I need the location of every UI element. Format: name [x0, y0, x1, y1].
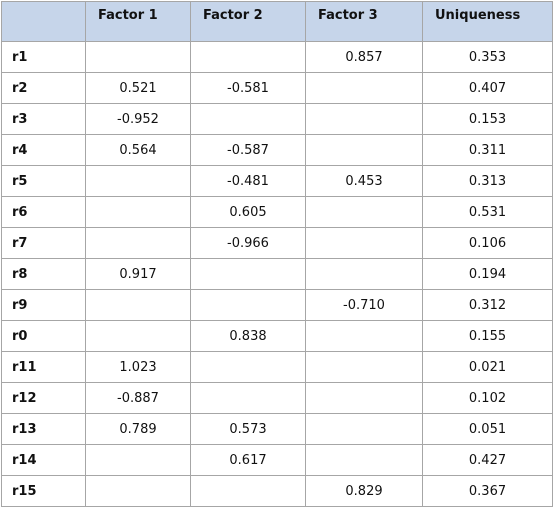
cell — [305, 413, 423, 445]
table-row: r4 0.564 -0.587 0.311 — [1, 134, 553, 166]
cell — [305, 72, 423, 104]
cell — [190, 103, 306, 135]
row-label: r15 — [1, 475, 86, 507]
cell: 0.106 — [422, 227, 553, 259]
cell — [190, 258, 306, 290]
row-label: r3 — [1, 103, 86, 135]
table-row: r14 0.617 0.427 — [1, 444, 553, 476]
cell: -0.587 — [190, 134, 306, 166]
cell: 0.531 — [422, 196, 553, 228]
table-row: r7 -0.966 0.106 — [1, 227, 553, 259]
cell: 0.367 — [422, 475, 553, 507]
cell: 1.023 — [85, 351, 191, 383]
cell: 0.453 — [305, 165, 423, 197]
cell: 0.155 — [422, 320, 553, 352]
column-header: Uniqueness — [422, 1, 553, 42]
cell — [305, 103, 423, 135]
cell — [305, 227, 423, 259]
cell: 0.564 — [85, 134, 191, 166]
cell — [305, 320, 423, 352]
cell — [85, 444, 191, 476]
cell: -0.966 — [190, 227, 306, 259]
cell: 0.194 — [422, 258, 553, 290]
table-row: r6 0.605 0.531 — [1, 196, 553, 228]
cell — [85, 227, 191, 259]
row-label: r2 — [1, 72, 86, 104]
cell: 0.311 — [422, 134, 553, 166]
cell — [190, 475, 306, 507]
cell: 0.838 — [190, 320, 306, 352]
cell — [85, 320, 191, 352]
row-label: r0 — [1, 320, 86, 352]
row-label: r12 — [1, 382, 86, 414]
table-row: r0 0.838 0.155 — [1, 320, 553, 352]
cell: 0.573 — [190, 413, 306, 445]
cell — [85, 289, 191, 321]
cell: 0.427 — [422, 444, 553, 476]
cell — [305, 351, 423, 383]
row-label: r6 — [1, 196, 86, 228]
table-row: r5 -0.481 0.453 0.313 — [1, 165, 553, 197]
cell: -0.710 — [305, 289, 423, 321]
cell — [305, 444, 423, 476]
cell: 0.521 — [85, 72, 191, 104]
header-row: Factor 1 Factor 2 Factor 3 Uniqueness — [1, 1, 553, 42]
cell — [305, 196, 423, 228]
cell: 0.917 — [85, 258, 191, 290]
cell — [85, 196, 191, 228]
cell — [85, 41, 191, 73]
table-row: r1 0.857 0.353 — [1, 41, 553, 73]
cell — [85, 165, 191, 197]
cell — [190, 289, 306, 321]
row-label: r9 — [1, 289, 86, 321]
table-row: r3 -0.952 0.153 — [1, 103, 553, 135]
table-row: r2 0.521 -0.581 0.407 — [1, 72, 553, 104]
cell: 0.312 — [422, 289, 553, 321]
row-label: r5 — [1, 165, 86, 197]
table-row: r11 1.023 0.021 — [1, 351, 553, 383]
cell: 0.353 — [422, 41, 553, 73]
cell: 0.617 — [190, 444, 306, 476]
cell — [190, 351, 306, 383]
cell: -0.581 — [190, 72, 306, 104]
cell — [305, 134, 423, 166]
cell: 0.153 — [422, 103, 553, 135]
cell — [305, 382, 423, 414]
cell: 0.857 — [305, 41, 423, 73]
table-row: r12 -0.887 0.102 — [1, 382, 553, 414]
cell: 0.407 — [422, 72, 553, 104]
row-label: r14 — [1, 444, 86, 476]
cell: 0.789 — [85, 413, 191, 445]
row-label: r11 — [1, 351, 86, 383]
cell: 0.829 — [305, 475, 423, 507]
cell: -0.481 — [190, 165, 306, 197]
table-row: r13 0.789 0.573 0.051 — [1, 413, 553, 445]
table-row: r15 0.829 0.367 — [1, 475, 553, 507]
row-label: r1 — [1, 41, 86, 73]
column-header: Factor 1 — [85, 1, 191, 42]
table-row: r9 -0.710 0.312 — [1, 289, 553, 321]
column-header — [1, 1, 86, 42]
cell: 0.051 — [422, 413, 553, 445]
column-header: Factor 2 — [190, 1, 306, 42]
row-label: r4 — [1, 134, 86, 166]
cell — [190, 41, 306, 73]
cell: 0.021 — [422, 351, 553, 383]
cell — [305, 258, 423, 290]
table-row: r8 0.917 0.194 — [1, 258, 553, 290]
cell: 0.313 — [422, 165, 553, 197]
cell: 0.102 — [422, 382, 553, 414]
cell: 0.605 — [190, 196, 306, 228]
row-label: r7 — [1, 227, 86, 259]
row-label: r8 — [1, 258, 86, 290]
cell: -0.887 — [85, 382, 191, 414]
cell: -0.952 — [85, 103, 191, 135]
table-body: r1 0.857 0.353 r2 0.521 -0.581 0.407 r3 -0.952 0.… — [1, 41, 553, 507]
row-label: r13 — [1, 413, 86, 445]
column-header: Factor 3 — [305, 1, 423, 42]
cell — [190, 382, 306, 414]
cell — [85, 475, 191, 507]
